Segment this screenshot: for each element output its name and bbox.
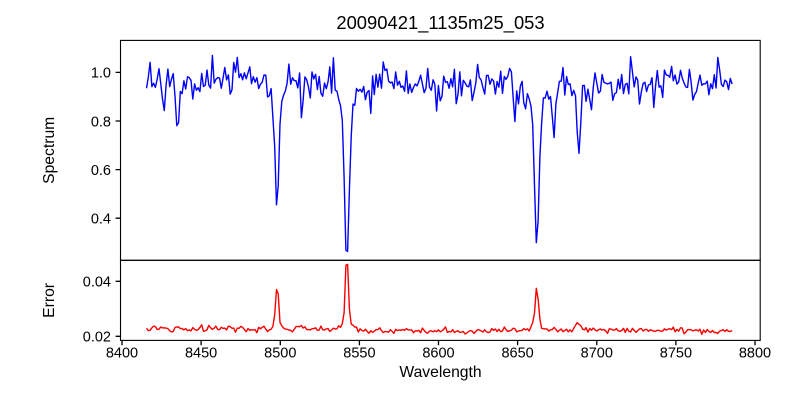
svg-text:Error: Error	[41, 283, 58, 318]
svg-text:8800: 8800	[739, 346, 771, 362]
svg-text:8450: 8450	[185, 346, 217, 362]
svg-text:8700: 8700	[581, 346, 613, 362]
svg-text:Spectrum: Spectrum	[41, 117, 58, 184]
svg-text:8650: 8650	[501, 346, 533, 362]
svg-text:8550: 8550	[343, 346, 375, 362]
svg-text:0.4: 0.4	[91, 212, 111, 228]
svg-text:0.02: 0.02	[83, 330, 111, 346]
svg-text:8400: 8400	[106, 346, 138, 362]
svg-text:8750: 8750	[660, 346, 692, 362]
svg-text:1.0: 1.0	[91, 66, 111, 82]
svg-text:8500: 8500	[264, 346, 296, 362]
svg-text:0.8: 0.8	[91, 114, 111, 130]
svg-text:0.6: 0.6	[91, 163, 111, 179]
svg-text:8600: 8600	[422, 346, 454, 362]
svg-text:Wavelength: Wavelength	[399, 364, 481, 381]
svg-text:0.04: 0.04	[83, 275, 111, 291]
svg-text:20090421_1135m25_053: 20090421_1135m25_053	[336, 12, 544, 34]
